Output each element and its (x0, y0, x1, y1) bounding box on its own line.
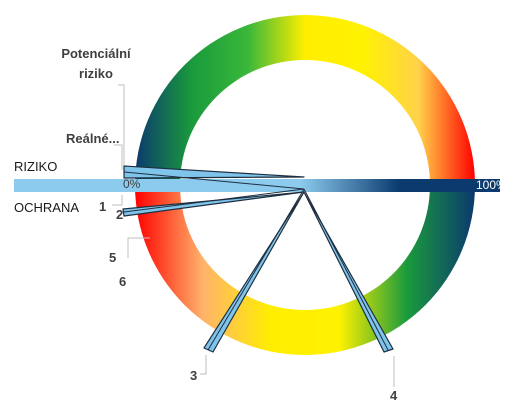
bar-max-label: 100% (476, 178, 507, 192)
ring-lower-arc (135, 185, 475, 355)
needle-2-label: 2 (116, 207, 123, 222)
ochrana-label: OCHRANA (14, 200, 79, 215)
riziko-label: RIZIKO (14, 159, 57, 174)
needle-5-label: 5 (109, 250, 116, 265)
scale-bar-left (14, 179, 314, 192)
needle-6-label: 6 (119, 274, 126, 289)
potential-risk-label: Potenciální riziko (61, 46, 131, 81)
needle-3-label: 3 (190, 368, 197, 383)
potential-risk-line-1: Potenciální (61, 46, 131, 61)
needle-shaft-2 (123, 188, 305, 213)
needle-shaft-4 (303, 188, 389, 351)
needle-4-label: 4 (390, 388, 398, 403)
leader-n3 (200, 355, 207, 375)
needle-shaft-1 (123, 171, 305, 190)
leader-real (114, 144, 123, 170)
scale-bar-right (300, 179, 500, 192)
leader-potential (118, 84, 125, 165)
leader-lines (112, 84, 395, 387)
needles (122, 165, 394, 353)
real-label: Reálné... (66, 131, 119, 146)
leader-n56 (127, 237, 150, 258)
bar-min-label: 0% (123, 177, 141, 191)
leader-n1 (112, 195, 123, 206)
potential-risk-line-2: riziko (79, 66, 113, 81)
needle-shaft-3 (207, 188, 305, 351)
needle-1-label: 1 (99, 199, 106, 214)
ring-upper-arc (135, 15, 475, 185)
needle-potential (123, 165, 305, 179)
